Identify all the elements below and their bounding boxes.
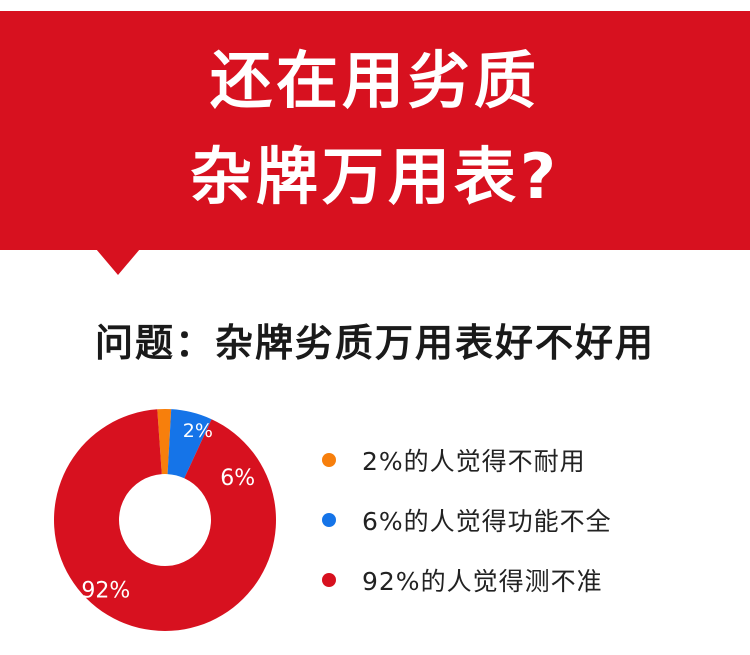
slice-label: 6% (220, 466, 255, 491)
slice-6 (167, 409, 212, 479)
legend-text: 92%的人觉得测不准 (362, 567, 603, 596)
legend-item: 6%的人觉得功能不全 (322, 500, 612, 540)
legend-item: 2%的人觉得不耐用 (322, 440, 586, 480)
title-line-1: 还在用劣质 (209, 44, 540, 117)
legend-dot-icon (322, 513, 336, 527)
slice-2 (157, 409, 172, 475)
legend-dot-icon (322, 453, 336, 467)
slice-label: 2% (183, 420, 213, 442)
header-banner (0, 11, 750, 250)
legend-item: 92%的人觉得测不准 (322, 560, 603, 600)
slice-label: 92% (81, 578, 130, 603)
legend-text: 6%的人觉得功能不全 (362, 507, 612, 536)
donut-chart: 2% 6% 92% (53, 409, 276, 631)
slice-92 (53, 409, 276, 631)
legend-text: 2%的人觉得不耐用 (362, 447, 586, 476)
banner-pointer (96, 249, 140, 275)
title-line-2: 杂牌万用表? (190, 140, 560, 213)
question-heading: 问题：杂牌劣质万用表好不好用 (94, 321, 655, 365)
legend-dot-icon (322, 573, 336, 587)
